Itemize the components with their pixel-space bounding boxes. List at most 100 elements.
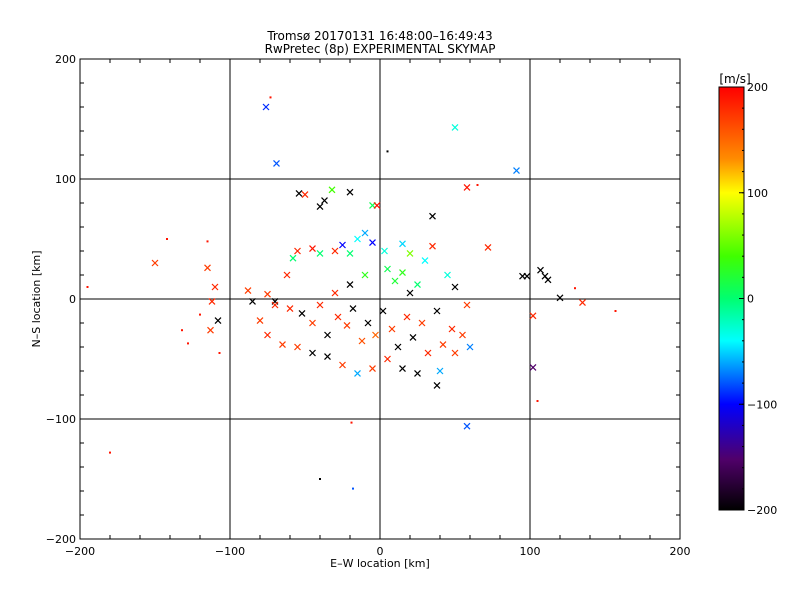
echo-cross-marker [264, 290, 271, 298]
echo-cross-marker [324, 353, 331, 361]
echo-cross-marker [279, 341, 286, 349]
echo-cross-marker [321, 197, 328, 205]
colorbar-tick-label: −200 [747, 504, 777, 517]
data-points [86, 96, 617, 490]
echo-cross-marker [409, 333, 417, 341]
echo-cross-marker [529, 312, 537, 320]
echo-cross-marker [364, 319, 372, 327]
echo-dot-marker [574, 287, 576, 290]
echo-cross-marker [208, 297, 216, 305]
echo-cross-marker [331, 247, 339, 255]
echo-cross-marker [429, 242, 436, 250]
echo-cross-marker [466, 343, 474, 351]
grid-lines [80, 59, 680, 539]
echo-dot-marker [187, 342, 189, 345]
echo-cross-marker [301, 191, 309, 199]
chart-title: Tromsø 20170131 16:48:00–16:49:43 [266, 29, 492, 43]
echo-cross-marker [391, 277, 399, 285]
echo-cross-marker [529, 363, 537, 371]
echo-dot-marker [350, 421, 353, 424]
echo-cross-marker [316, 249, 324, 257]
chart-subtitle: RwPretec (8p) EXPERIMENTAL SKYMAP [265, 42, 496, 56]
echo-cross-marker [537, 266, 544, 274]
echo-cross-marker [459, 331, 466, 339]
echo-cross-marker [328, 186, 336, 194]
echo-cross-marker [369, 365, 376, 373]
echo-dot-marker [181, 329, 183, 332]
echo-cross-marker [463, 301, 471, 309]
echo-dot-marker [614, 310, 617, 312]
echo-cross-marker [339, 241, 346, 249]
echo-cross-marker [463, 422, 471, 430]
colorbar-ticks: 200 100 0 −100 −200 [739, 81, 777, 517]
echo-dot-marker [536, 400, 539, 402]
echo-cross-marker [439, 341, 447, 349]
echo-cross-marker [294, 247, 301, 255]
y-axis-label: N–S location [km] [30, 250, 43, 347]
echo-dot-marker [218, 352, 221, 354]
echo-cross-marker [256, 317, 264, 325]
echo-dot-marker [319, 478, 321, 480]
echo-cross-marker [394, 343, 402, 351]
echo-cross-marker [295, 189, 303, 197]
echo-cross-marker [399, 240, 406, 248]
x-tick-label: −100 [215, 545, 245, 558]
echo-cross-marker [324, 331, 331, 339]
echo-cross-marker [316, 203, 324, 211]
echo-cross-marker [451, 283, 459, 291]
echo-cross-marker [309, 245, 316, 253]
echo-cross-marker [244, 287, 252, 295]
echo-cross-marker [273, 159, 280, 167]
echo-cross-marker [283, 271, 291, 279]
echo-cross-marker [384, 355, 391, 363]
echo-cross-marker [264, 331, 271, 339]
colorbar-label: [m/s] [719, 72, 750, 86]
echo-cross-marker [384, 265, 391, 273]
echo-cross-marker [513, 167, 520, 175]
echo-cross-marker [451, 123, 459, 131]
echo-cross-marker [463, 183, 471, 191]
echo-cross-marker [448, 325, 456, 333]
echo-cross-marker [373, 201, 381, 209]
echo-cross-marker [361, 271, 369, 279]
echo-cross-marker [433, 381, 441, 389]
echo-cross-marker [444, 271, 451, 279]
x-tick-label: −200 [65, 545, 95, 558]
echo-cross-marker [379, 307, 387, 315]
echo-cross-marker [298, 309, 306, 317]
echo-dot-marker [269, 96, 272, 99]
echo-cross-marker [424, 349, 432, 357]
colorbar-tick-label: −100 [747, 398, 777, 411]
echo-cross-marker [361, 229, 369, 237]
echo-cross-marker [414, 369, 421, 377]
echo-cross-marker [429, 212, 436, 220]
echo-cross-marker [151, 259, 159, 267]
x-tick-label: 200 [670, 545, 691, 558]
echo-cross-marker [406, 289, 414, 297]
echo-cross-marker [346, 188, 354, 196]
echo-cross-marker [286, 305, 294, 313]
echo-cross-marker [343, 321, 351, 329]
echo-cross-marker [399, 269, 406, 277]
y-tick-label: 0 [69, 293, 76, 306]
echo-cross-marker [289, 254, 297, 262]
echo-cross-marker [433, 307, 441, 315]
echo-cross-marker [249, 297, 256, 305]
echo-cross-marker [556, 294, 564, 302]
echo-cross-marker [294, 343, 301, 351]
echo-cross-marker [211, 283, 219, 291]
echo-cross-marker [523, 272, 531, 280]
echo-cross-marker [309, 319, 316, 327]
echo-cross-marker [403, 313, 411, 321]
echo-cross-marker [271, 301, 279, 309]
echo-cross-marker [484, 243, 492, 251]
echo-dot-marker [476, 184, 479, 186]
x-axis-label: E–W location [km] [330, 557, 430, 570]
echo-cross-marker [579, 299, 586, 307]
echo-cross-marker [334, 313, 342, 321]
echo-cross-marker [309, 349, 316, 357]
echo-cross-marker [339, 361, 346, 369]
echo-cross-marker [414, 281, 421, 289]
echo-dot-marker [386, 150, 389, 153]
